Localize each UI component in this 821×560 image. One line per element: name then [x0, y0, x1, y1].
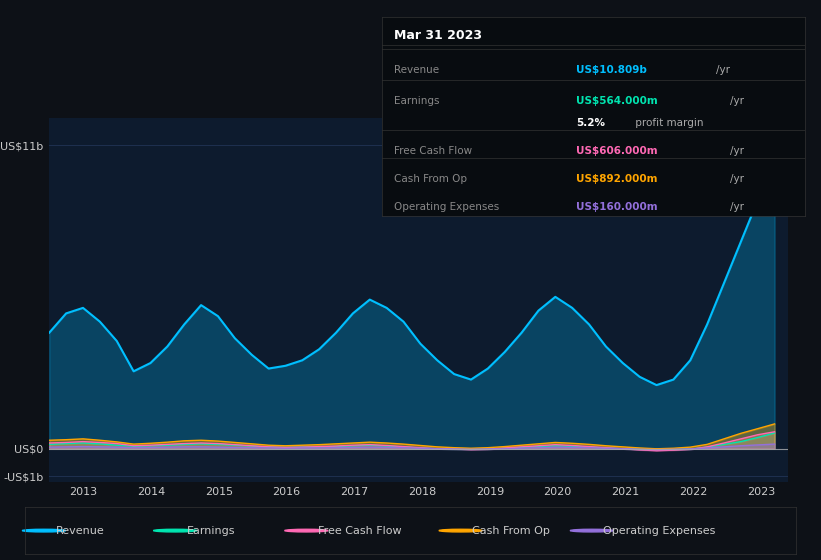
Text: US$10.809b: US$10.809b — [576, 64, 647, 74]
Text: Cash From Op: Cash From Op — [472, 526, 550, 535]
Text: US$160.000m: US$160.000m — [576, 202, 658, 212]
Text: 5.2%: 5.2% — [576, 118, 605, 128]
Text: US$606.000m: US$606.000m — [576, 146, 658, 156]
Text: /yr: /yr — [730, 146, 744, 156]
Circle shape — [285, 529, 328, 532]
Text: Revenue: Revenue — [394, 64, 439, 74]
Text: US$564.000m: US$564.000m — [576, 96, 658, 106]
Text: /yr: /yr — [716, 64, 730, 74]
Circle shape — [154, 529, 197, 532]
Circle shape — [439, 529, 482, 532]
Text: Free Cash Flow: Free Cash Flow — [394, 146, 473, 156]
Text: /yr: /yr — [730, 202, 744, 212]
Circle shape — [22, 529, 66, 532]
Text: /yr: /yr — [730, 174, 744, 184]
Text: Operating Expenses: Operating Expenses — [603, 526, 716, 535]
Text: Operating Expenses: Operating Expenses — [394, 202, 500, 212]
Text: US$892.000m: US$892.000m — [576, 174, 658, 184]
Text: Revenue: Revenue — [56, 526, 104, 535]
Circle shape — [571, 529, 613, 532]
Text: Earnings: Earnings — [186, 526, 235, 535]
Text: profit margin: profit margin — [632, 118, 704, 128]
Text: Cash From Op: Cash From Op — [394, 174, 467, 184]
Text: Free Cash Flow: Free Cash Flow — [318, 526, 401, 535]
Text: /yr: /yr — [730, 96, 744, 106]
Text: Mar 31 2023: Mar 31 2023 — [394, 29, 483, 42]
Text: Earnings: Earnings — [394, 96, 440, 106]
